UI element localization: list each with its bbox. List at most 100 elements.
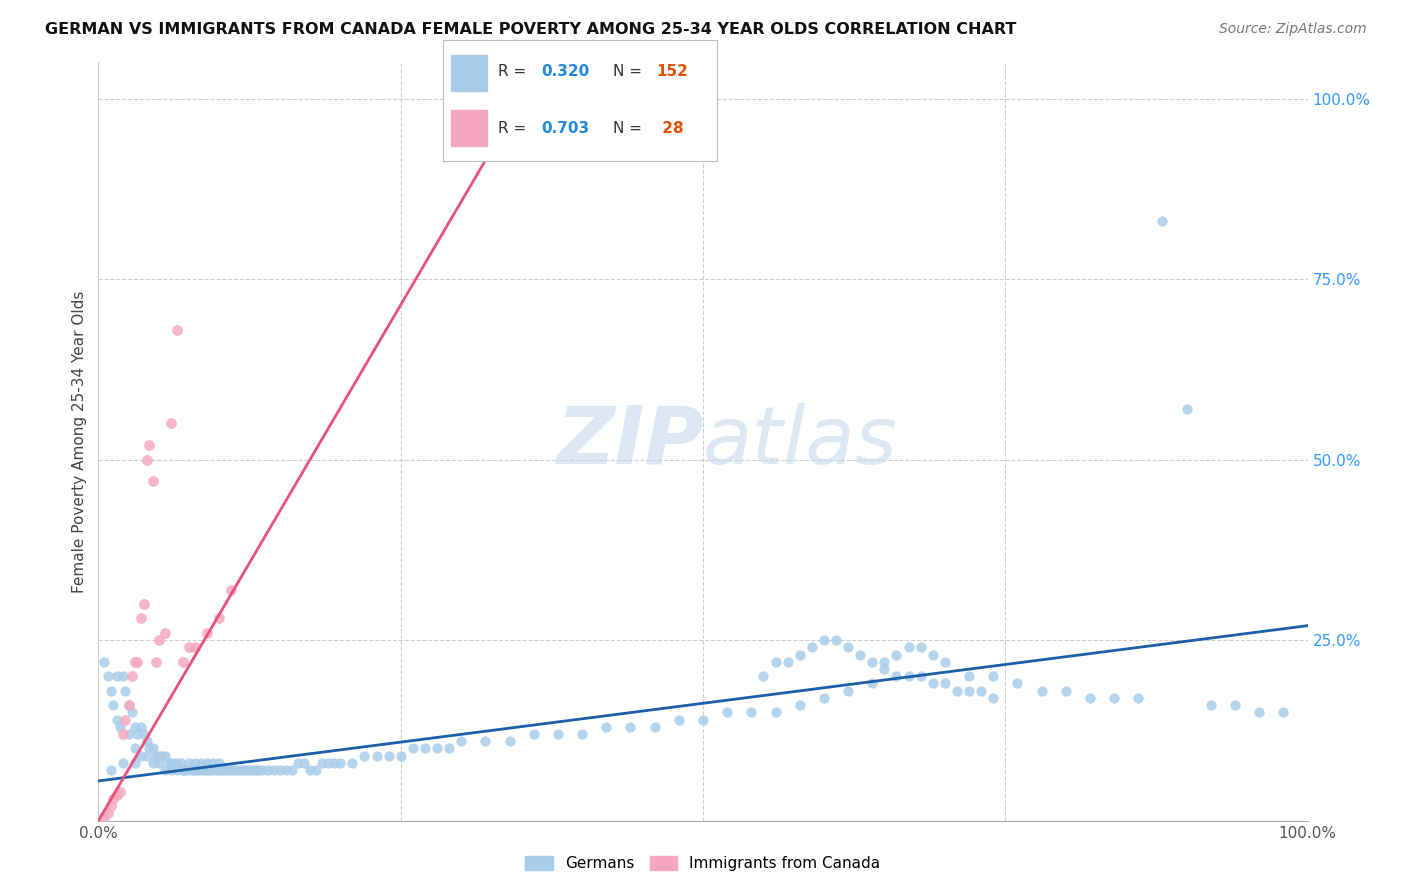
Point [837,683,859,698]
Point [145,655,167,669]
Point [101,792,124,806]
Point [190,756,212,770]
Text: N =: N = [613,64,647,79]
Point [813,633,835,648]
Point [523,727,546,741]
Point [934,676,956,690]
Point [218,763,240,777]
Point [135,452,157,467]
Point [153,763,176,777]
Point [108,785,131,799]
Point [716,706,738,720]
Point [222,763,245,777]
Point [138,741,160,756]
Y-axis label: Female Poverty Among 25-34 Year Olds: Female Poverty Among 25-34 Year Olds [72,291,87,592]
Point [211,763,233,777]
Point [873,655,896,669]
Point [789,698,811,712]
Point [692,713,714,727]
Point [100,763,122,777]
Point [250,763,273,777]
Point [752,669,775,683]
Point [142,741,165,756]
Point [166,763,188,777]
Point [145,748,167,763]
Point [946,683,969,698]
Point [981,669,1004,683]
Point [921,676,943,690]
Point [105,713,128,727]
Point [366,748,388,763]
Point [142,475,165,489]
Point [184,640,207,655]
FancyBboxPatch shape [451,54,486,91]
Legend: Germans, Immigrants from Canada: Germans, Immigrants from Canada [519,850,887,878]
Point [160,756,183,770]
Point [134,727,156,741]
Point [789,648,811,662]
Point [474,734,496,748]
Point [135,734,157,748]
Point [242,763,264,777]
Point [221,582,243,597]
Point [93,810,115,824]
Point [111,727,134,741]
Point [886,648,908,662]
Point [93,655,115,669]
Point [849,648,872,662]
Point [263,763,285,777]
Point [353,748,375,763]
Point [108,720,131,734]
Point [100,683,122,698]
Point [813,690,835,705]
Point [172,763,194,777]
Point [166,756,188,770]
Point [402,741,425,756]
Point [195,626,218,640]
Point [124,756,146,770]
Point [232,763,254,777]
Point [299,763,322,777]
Point [1102,690,1125,705]
Point [873,662,896,676]
Text: N =: N = [613,120,647,136]
Point [135,748,157,763]
Point [668,713,690,727]
Point [138,438,160,452]
Point [837,640,859,655]
Point [118,698,141,712]
Point [148,756,170,770]
Point [226,763,249,777]
Point [323,756,346,770]
Point [118,727,141,741]
Point [886,669,908,683]
Point [934,655,956,669]
Point [305,763,328,777]
Point [897,640,920,655]
Point [101,698,124,712]
Text: 0.703: 0.703 [541,120,589,136]
Point [970,683,993,698]
Point [1223,698,1246,712]
Point [111,756,134,770]
Point [129,748,152,763]
Point [547,727,569,741]
Point [269,763,291,777]
Point [342,756,364,770]
Point [1152,214,1174,228]
Point [184,756,207,770]
Point [169,756,191,770]
Point [1249,706,1271,720]
Point [619,720,641,734]
Point [105,669,128,683]
Point [208,611,231,625]
Point [389,748,412,763]
Point [426,741,449,756]
Point [800,640,823,655]
Point [377,748,399,763]
Point [148,748,170,763]
Point [776,655,799,669]
Point [281,763,304,777]
Point [1031,683,1053,698]
Point [910,640,932,655]
